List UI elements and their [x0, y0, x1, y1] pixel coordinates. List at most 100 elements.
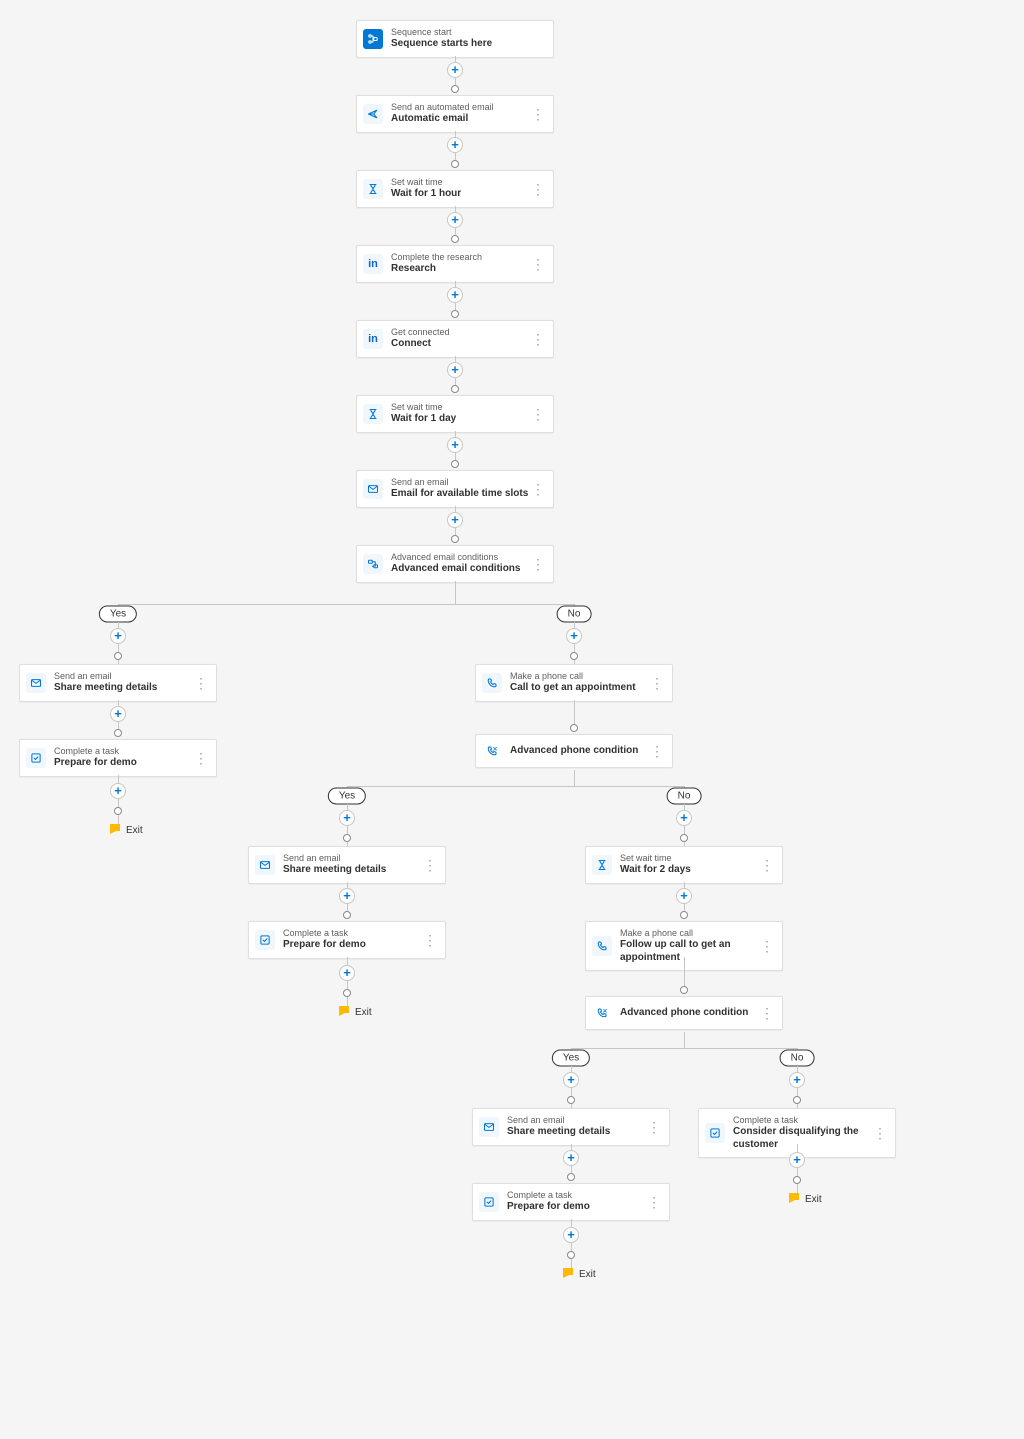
add-step-button[interactable]: + [789, 1072, 805, 1088]
step-n5[interactable]: Set wait timeWait for 1 day⋮ [356, 395, 554, 433]
step-nB1[interactable]: Make a phone callCall to get an appointm… [475, 664, 673, 702]
connector-node [451, 235, 459, 243]
step-n1[interactable]: Send an automated emailAutomatic email⋮ [356, 95, 554, 133]
step-title: Advanced email conditions [391, 563, 531, 576]
step-menu-button[interactable]: ⋮ [650, 744, 662, 758]
step-menu-button[interactable]: ⋮ [647, 1195, 659, 1209]
add-step-button[interactable]: + [563, 1227, 579, 1243]
step-subtitle: Set wait time [391, 177, 531, 188]
add-step-button[interactable]: + [563, 1150, 579, 1166]
step-menu-button[interactable]: ⋮ [531, 257, 543, 271]
add-step-button[interactable]: + [447, 137, 463, 153]
step-n7[interactable]: Advanced email conditionsAdvanced email … [356, 545, 554, 583]
add-step-button[interactable]: + [447, 287, 463, 303]
add-step-button[interactable]: + [447, 212, 463, 228]
add-step-button[interactable]: + [676, 810, 692, 826]
step-menu-button[interactable]: ⋮ [531, 557, 543, 571]
flow-icon [363, 29, 383, 49]
step-title: Sequence starts here [391, 38, 543, 51]
step-nB2[interactable]: Advanced phone condition⋮ [475, 734, 673, 768]
step-menu-button[interactable]: ⋮ [531, 407, 543, 421]
step-n0[interactable]: Sequence startSequence starts here [356, 20, 554, 58]
connector-node [451, 85, 459, 93]
step-subtitle: Get connected [391, 327, 531, 338]
task-icon [479, 1192, 499, 1212]
step-title: Wait for 1 hour [391, 188, 531, 201]
add-step-button[interactable]: + [339, 965, 355, 981]
add-step-button[interactable]: + [447, 362, 463, 378]
connector-node [343, 989, 351, 997]
step-yA1[interactable]: Send an emailShare meeting details⋮ [19, 664, 217, 702]
step-subtitle: Send an email [507, 1115, 647, 1126]
connector-node [793, 1176, 801, 1184]
linkedin-icon: in [363, 254, 383, 274]
step-title: Advanced phone condition [510, 745, 650, 758]
step-subtitle: Advanced email conditions [391, 552, 531, 563]
step-subtitle: Sequence start [391, 27, 543, 38]
exit-marker: Exit [339, 1006, 372, 1018]
step-n4[interactable]: inGet connectedConnect⋮ [356, 320, 554, 358]
connector-node [680, 911, 688, 919]
step-menu-button[interactable]: ⋮ [423, 933, 435, 947]
mail-icon [363, 479, 383, 499]
step-yC2[interactable]: Complete a taskPrepare for demo⋮ [248, 921, 446, 959]
add-step-button[interactable]: + [110, 628, 126, 644]
phone-icon [482, 673, 502, 693]
add-step-button[interactable]: + [566, 628, 582, 644]
add-step-button[interactable]: + [339, 810, 355, 826]
step-title: Prepare for demo [54, 757, 194, 770]
step-yE2[interactable]: Complete a taskPrepare for demo⋮ [472, 1183, 670, 1221]
add-step-button[interactable]: + [447, 437, 463, 453]
step-menu-button[interactable]: ⋮ [650, 676, 662, 690]
step-menu-button[interactable]: ⋮ [760, 939, 772, 953]
add-step-button[interactable]: + [447, 62, 463, 78]
connector-node [451, 385, 459, 393]
step-n3[interactable]: inComplete the researchResearch⋮ [356, 245, 554, 283]
step-menu-button[interactable]: ⋮ [423, 858, 435, 872]
step-yA2[interactable]: Complete a taskPrepare for demo⋮ [19, 739, 217, 777]
step-yE1[interactable]: Send an emailShare meeting details⋮ [472, 1108, 670, 1146]
step-menu-button[interactable]: ⋮ [531, 482, 543, 496]
hourglass-icon [363, 404, 383, 424]
step-menu-button[interactable]: ⋮ [194, 751, 206, 765]
add-step-button[interactable]: + [676, 888, 692, 904]
step-title: Automatic email [391, 113, 531, 126]
connector-node [451, 310, 459, 318]
add-step-button[interactable]: + [339, 888, 355, 904]
step-yC1[interactable]: Send an emailShare meeting details⋮ [248, 846, 446, 884]
branch-label-yes: Yes [328, 788, 366, 805]
step-menu-button[interactable]: ⋮ [873, 1126, 885, 1140]
step-n6[interactable]: Send an emailEmail for available time sl… [356, 470, 554, 508]
step-nD1[interactable]: Set wait timeWait for 2 days⋮ [585, 846, 783, 884]
task-icon [705, 1123, 725, 1143]
add-step-button[interactable]: + [110, 783, 126, 799]
add-step-button[interactable]: + [110, 706, 126, 722]
mail-icon [479, 1117, 499, 1137]
step-subtitle: Send an email [391, 477, 531, 488]
branch-label-no: No [557, 606, 592, 623]
linkedin-icon: in [363, 329, 383, 349]
step-menu-button[interactable]: ⋮ [647, 1120, 659, 1134]
connector-node [114, 652, 122, 660]
connector-node [343, 834, 351, 842]
step-menu-button[interactable]: ⋮ [531, 182, 543, 196]
connector-node [567, 1251, 575, 1259]
add-step-button[interactable]: + [447, 512, 463, 528]
step-menu-button[interactable]: ⋮ [531, 107, 543, 121]
exit-marker: Exit [110, 824, 143, 836]
step-subtitle: Complete a task [54, 746, 194, 757]
step-n2[interactable]: Set wait timeWait for 1 hour⋮ [356, 170, 554, 208]
step-menu-button[interactable]: ⋮ [760, 858, 772, 872]
step-menu-button[interactable]: ⋮ [531, 332, 543, 346]
task-icon [255, 930, 275, 950]
add-step-button[interactable]: + [789, 1152, 805, 1168]
step-title: Consider disqualifying the customer [733, 1126, 873, 1151]
step-subtitle: Set wait time [391, 402, 531, 413]
phone-cond-icon [592, 1003, 612, 1023]
step-nD3[interactable]: Advanced phone condition⋮ [585, 996, 783, 1030]
step-menu-button[interactable]: ⋮ [194, 676, 206, 690]
step-menu-button[interactable]: ⋮ [760, 1006, 772, 1020]
connector-node [451, 535, 459, 543]
step-title: Follow up call to get an appointment [620, 939, 760, 964]
add-step-button[interactable]: + [563, 1072, 579, 1088]
